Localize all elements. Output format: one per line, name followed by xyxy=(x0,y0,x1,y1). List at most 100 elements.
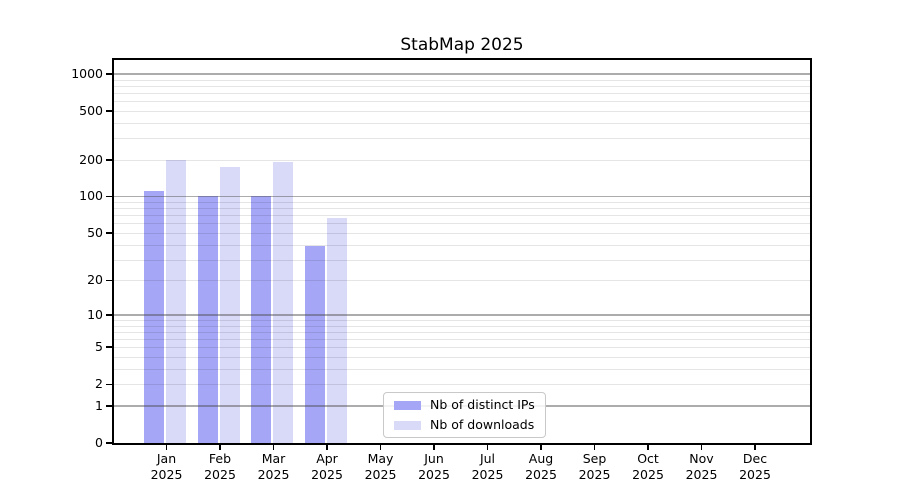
x-tick xyxy=(326,445,328,450)
x-tick-label: Apr 2025 xyxy=(297,451,357,482)
y-tick xyxy=(106,158,112,161)
x-tick-label: Feb 2025 xyxy=(190,451,250,482)
bar-downloads-mar xyxy=(273,161,293,443)
x-tick-label-year: 2025 xyxy=(150,466,183,482)
legend-label-distinct-ips: Nb of distinct IPs xyxy=(430,397,535,412)
gridline-minor xyxy=(114,223,810,225)
gridline-minor xyxy=(114,244,810,246)
legend-swatch-distinct-ips-icon xyxy=(394,400,421,410)
x-tick-label-month: Jan xyxy=(156,451,177,466)
x-tick-label-month: Apr xyxy=(316,451,338,466)
gridline-minor xyxy=(114,79,810,81)
x-tick xyxy=(165,445,168,450)
bar-downloads-jan xyxy=(166,159,186,443)
y-tick xyxy=(106,232,112,234)
y-tick-label: 50 xyxy=(87,224,103,240)
gridline-minor xyxy=(114,384,810,386)
y-tick xyxy=(106,279,112,282)
gridline-minor xyxy=(114,320,810,321)
x-tick-label-year: 2025 xyxy=(418,466,450,482)
y-tick xyxy=(106,73,112,75)
x-tick-label: Jul 2025 xyxy=(458,451,518,482)
x-tick-label: Mar 2025 xyxy=(244,451,304,482)
gridline-major xyxy=(114,73,810,75)
x-tick xyxy=(754,445,756,450)
x-tick-label: Jun 2025 xyxy=(404,451,464,482)
gridline-minor xyxy=(114,159,810,161)
x-tick-label-month: Jul xyxy=(479,451,496,466)
y-tick-label: 0 xyxy=(95,435,103,450)
legend-label-downloads: Nb of downloads xyxy=(430,417,535,432)
gridline-minor xyxy=(114,122,810,124)
x-tick xyxy=(433,445,435,450)
x-tick-label-year: 2025 xyxy=(364,466,397,482)
gridline-minor xyxy=(114,325,810,327)
legend-entry-downloads: Nb of downloads xyxy=(394,417,537,433)
y-tick xyxy=(106,383,112,386)
y-tick-label: 100 xyxy=(79,188,103,204)
x-tick-label: Jan 2025 xyxy=(137,451,197,482)
x-tick-label-year: 2025 xyxy=(257,466,290,482)
x-tick-label-month: Aug xyxy=(528,451,554,466)
x-tick-label-year: 2025 xyxy=(311,466,343,482)
x-tick-label-year: 2025 xyxy=(685,466,718,482)
bar-downloads-apr xyxy=(326,217,347,443)
x-tick-label: Sep 2025 xyxy=(565,451,625,482)
x-tick-label-month: Feb xyxy=(208,451,232,466)
y-tick-label: 5 xyxy=(95,339,103,355)
gridline-minor xyxy=(114,110,810,112)
y-tick xyxy=(106,346,112,349)
x-tick-label-year: 2025 xyxy=(632,466,664,482)
x-tick-label-month: Dec xyxy=(742,451,768,466)
legend-swatch-downloads-icon xyxy=(394,420,421,430)
y-tick xyxy=(106,314,112,316)
x-tick-label-month: Nov xyxy=(689,451,714,466)
x-tick xyxy=(486,445,489,450)
x-tick-label: Dec 2025 xyxy=(725,451,785,482)
gridline-minor xyxy=(114,347,810,349)
gridline-minor xyxy=(114,208,810,210)
gridline-minor xyxy=(114,339,810,341)
x-tick xyxy=(647,445,649,450)
bar-distinct-ips-feb xyxy=(197,196,218,443)
x-tick-label-month: Mar xyxy=(261,451,286,466)
bar-distinct-ips-jan xyxy=(144,190,164,443)
gridline-minor xyxy=(114,202,810,204)
y-tick-label: 2 xyxy=(95,376,103,392)
x-tick xyxy=(219,445,221,450)
legend-entry-distinct-ips: Nb of distinct IPs xyxy=(394,397,537,413)
y-tick-label: 500 xyxy=(79,102,103,118)
y-tick xyxy=(106,405,112,407)
x-tick xyxy=(700,445,703,450)
x-tick-label-month: Sep xyxy=(582,451,607,466)
x-tick-label: Oct 2025 xyxy=(618,451,678,482)
y-tick-label: 10 xyxy=(87,306,103,322)
x-tick-label-month: Oct xyxy=(637,451,659,466)
gridline-minor xyxy=(114,232,810,234)
gridline-minor xyxy=(114,215,810,217)
gridline-minor xyxy=(114,259,810,261)
gridline-minor xyxy=(114,331,810,333)
bar-distinct-ips-apr xyxy=(304,245,325,443)
y-tick xyxy=(106,442,112,444)
gridline-minor xyxy=(114,357,810,359)
gridline-minor xyxy=(114,92,810,94)
x-tick xyxy=(593,445,596,450)
bar-distinct-ips-mar xyxy=(251,195,271,443)
gridline-major xyxy=(114,195,810,198)
x-tick-label-year: 2025 xyxy=(471,466,504,482)
gridline-major xyxy=(114,314,810,316)
x-tick xyxy=(272,445,275,450)
x-tick-label-month: May xyxy=(367,451,394,466)
legend: Nb of distinct IPs Nb of downloads xyxy=(383,392,546,438)
gridline-minor xyxy=(114,368,810,370)
x-tick-label-year: 2025 xyxy=(204,466,236,482)
y-tick xyxy=(106,110,112,112)
y-tick-label: 20 xyxy=(87,272,103,288)
x-tick-label-month: Jun xyxy=(424,451,444,466)
x-tick xyxy=(379,445,382,450)
x-tick-label: Aug 2025 xyxy=(511,451,571,482)
y-tick-label: 200 xyxy=(79,151,103,167)
gridline-minor xyxy=(114,85,810,87)
